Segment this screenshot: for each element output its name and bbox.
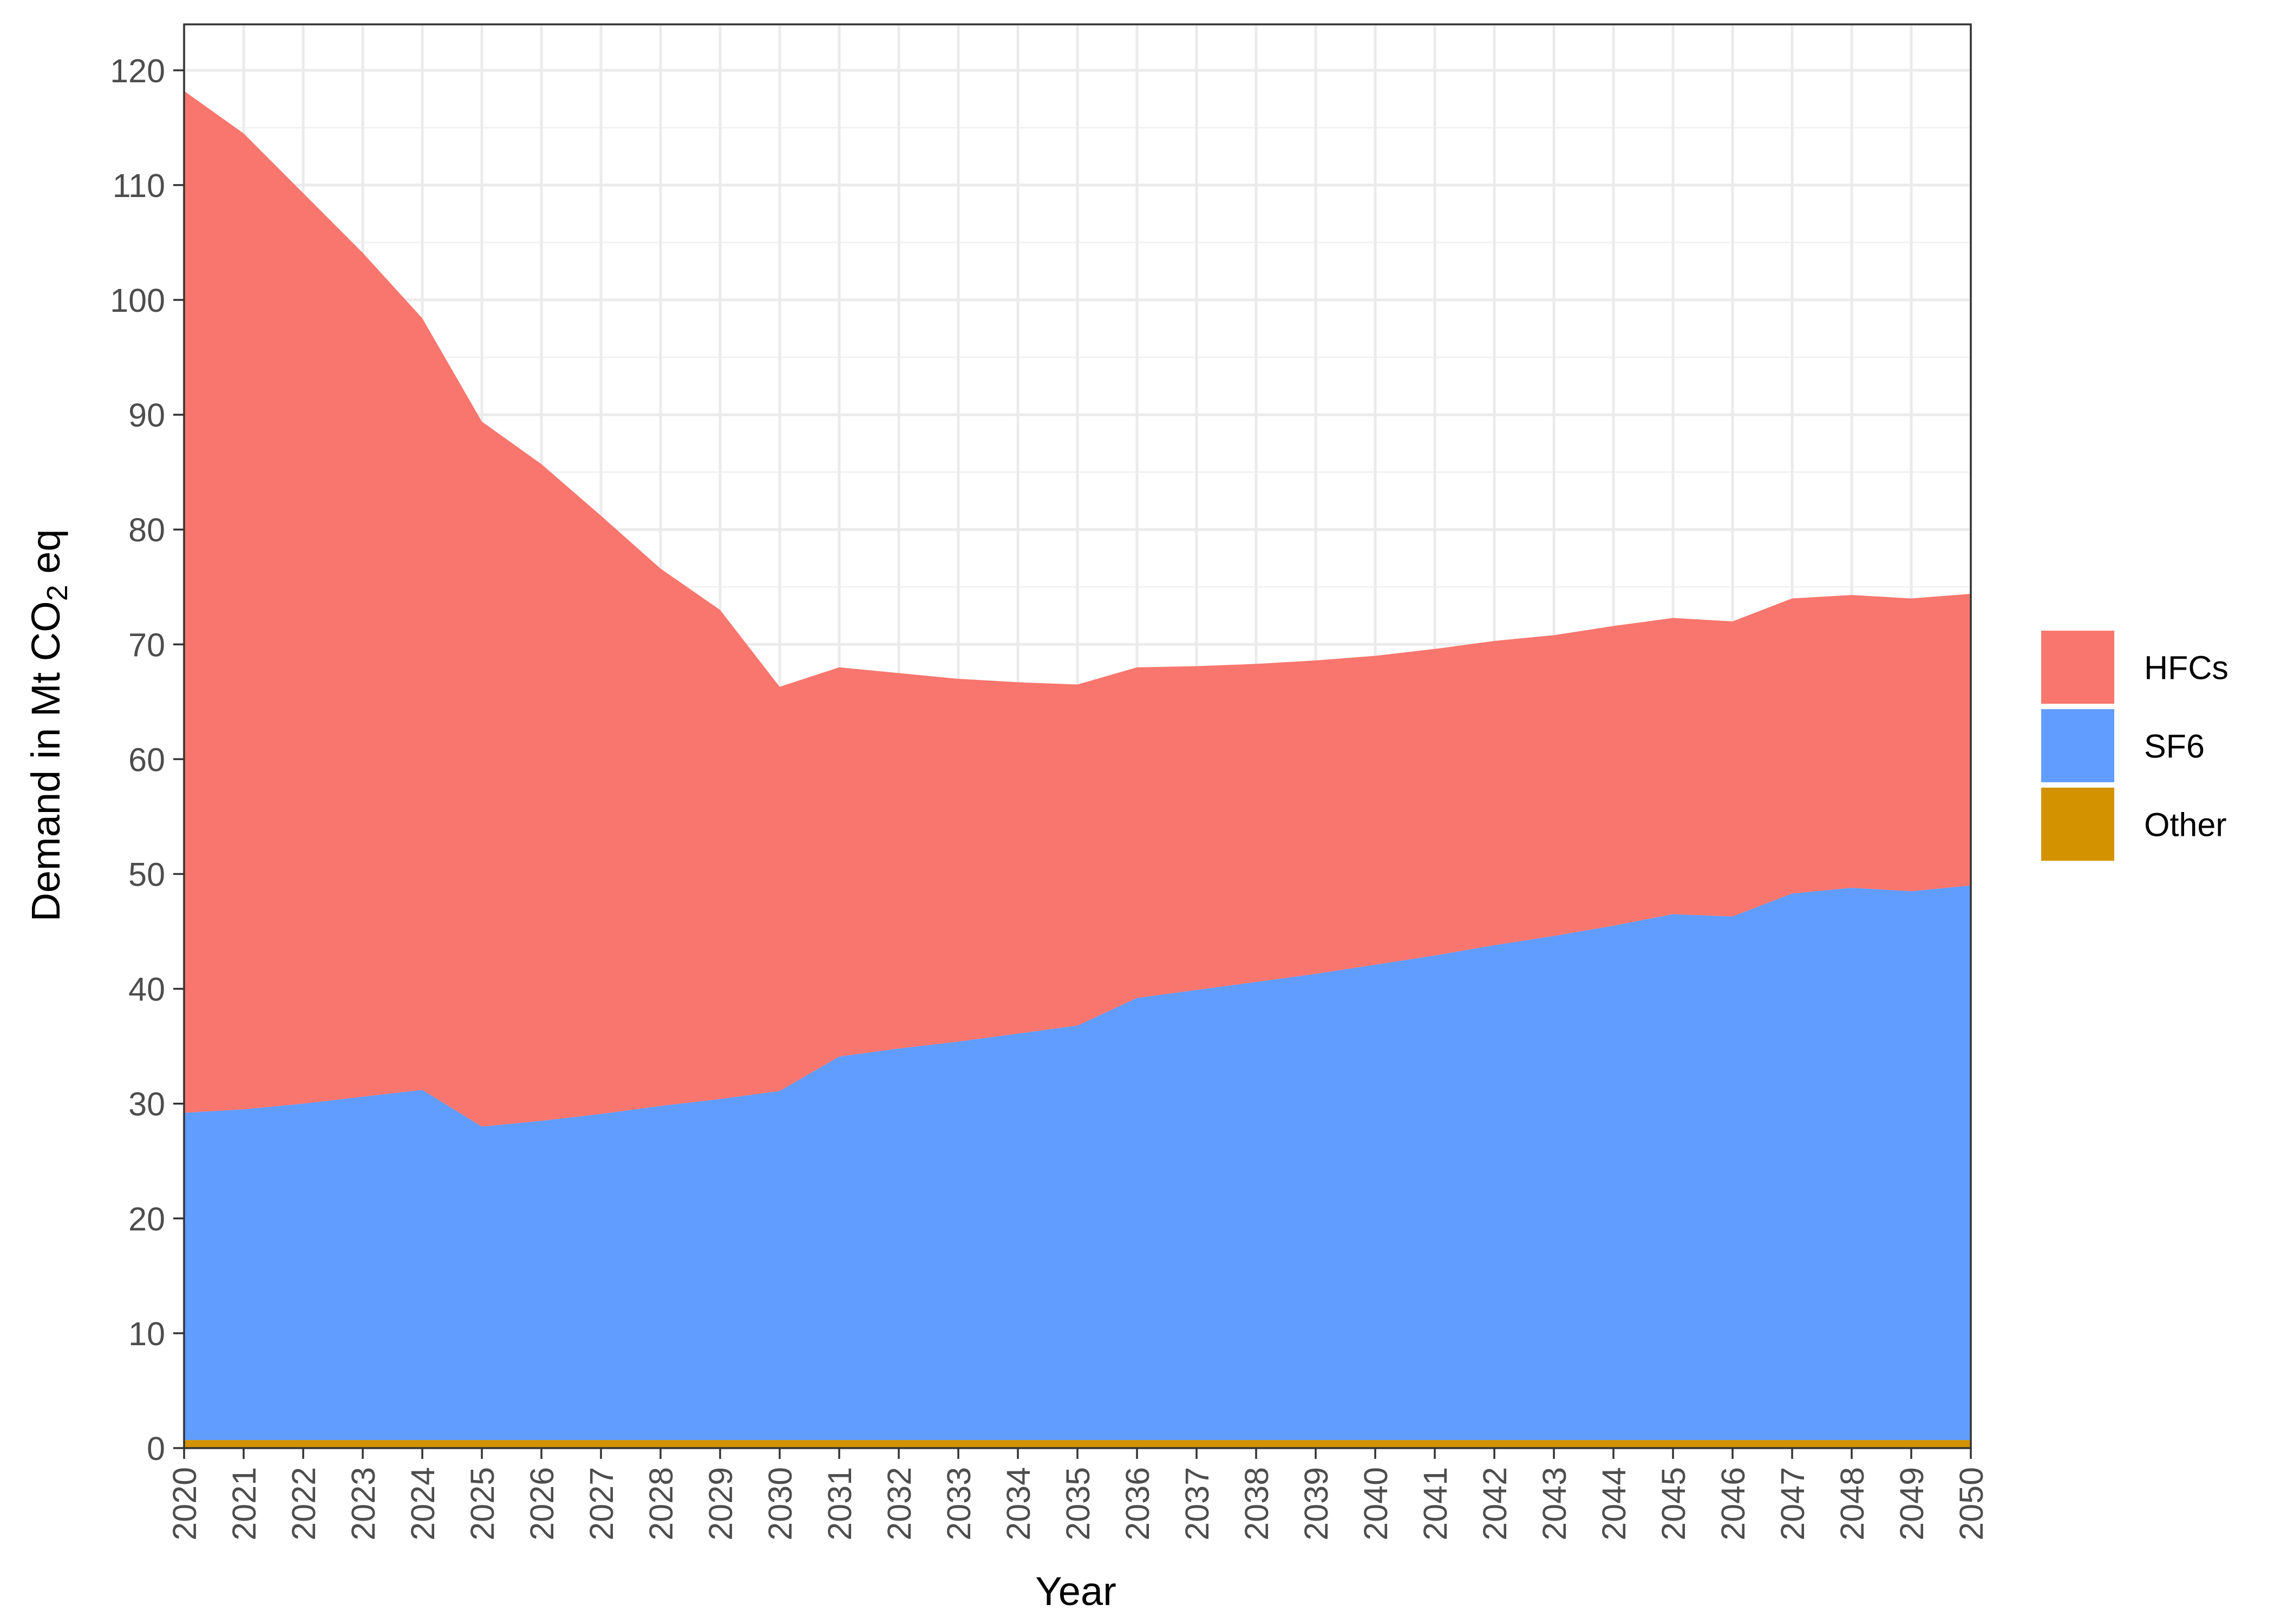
x-tick-label: 2024 [404,1467,441,1541]
y-tick-label: 30 [128,1086,165,1123]
x-tick-label: 2036 [1119,1467,1156,1541]
x-tick-label: 2045 [1655,1467,1692,1541]
x-tick-label: 2032 [881,1467,918,1541]
y-tick-label: 50 [128,856,165,893]
x-tick-label: 2035 [1060,1467,1096,1541]
legend-label-other: Other [2144,807,2227,843]
x-tick-label: 2044 [1596,1467,1632,1541]
x-axis-title: Year [1035,1569,1116,1614]
y-axis-title-subscript: 2 [41,585,74,601]
x-tick-label: 2042 [1476,1467,1513,1541]
x-tick-label: 2027 [583,1467,620,1541]
x-tick-label: 2041 [1417,1467,1454,1541]
x-tick-label: 2049 [1893,1467,1930,1541]
x-tick-label: 2034 [1000,1467,1037,1541]
y-tick-label: 100 [110,282,165,319]
x-tick-label: 2050 [1953,1467,1990,1541]
legend-label-hfcs: HFCs [2144,650,2229,686]
legend-key-sf6 [2041,709,2114,782]
x-tick-label: 2038 [1238,1467,1275,1541]
area-series-group [184,91,1971,1448]
y-tick-label: 0 [147,1430,165,1467]
x-tick-label: 2040 [1357,1467,1394,1541]
y-axis-title-main: Demand in Mt CO [23,601,68,921]
x-tick-label: 2023 [345,1467,382,1541]
x-axis-ticks: 2020 2021 2022 2023 2024 2025 2026 2027 2028 2029… [166,1448,1990,1541]
legend-label-sf6: SF6 [2144,728,2205,765]
x-tick-label: 2028 [643,1467,679,1541]
x-tick-label: 2039 [1298,1467,1335,1541]
x-tick-label: 2046 [1715,1467,1752,1541]
x-tick-label: 2043 [1536,1467,1573,1541]
x-tick-label: 2029 [702,1467,739,1541]
y-tick-label: 20 [128,1201,165,1237]
legend-key-hfcs [2041,631,2114,704]
legend-key-other [2041,788,2114,861]
x-tick-label: 2033 [940,1467,977,1541]
y-axis-ticks: 0 10 20 30 40 50 60 70 80 90 100 110 120 [110,53,184,1467]
x-tick-label: 2048 [1834,1467,1871,1541]
x-tick-label: 2026 [524,1467,560,1541]
y-tick-label: 60 [128,741,165,778]
legend: HFCs SF6 Other [2041,631,2229,861]
area-other [184,1440,1971,1448]
x-tick-label: 2022 [285,1467,322,1541]
y-tick-label: 10 [128,1315,165,1352]
y-tick-label: 90 [128,397,165,434]
y-tick-label: 70 [128,626,165,663]
y-axis-title: Demand in Mt CO2 eq [23,529,74,921]
y-axis-title-suffix: eq [23,529,68,585]
x-tick-label: 2031 [821,1467,858,1541]
y-tick-label: 80 [128,512,165,548]
x-tick-label: 2037 [1179,1467,1216,1541]
y-tick-label: 40 [128,971,165,1008]
y-tick-label: 120 [110,53,165,89]
y-tick-label: 110 [113,167,165,204]
x-tick-label: 2021 [226,1467,263,1541]
area-sf6 [184,885,1971,1440]
x-tick-label: 2025 [464,1467,501,1541]
x-tick-label: 2020 [166,1467,203,1541]
x-tick-label: 2030 [762,1467,799,1541]
x-tick-label: 2047 [1774,1467,1811,1541]
area-hfcs [184,91,1971,1127]
